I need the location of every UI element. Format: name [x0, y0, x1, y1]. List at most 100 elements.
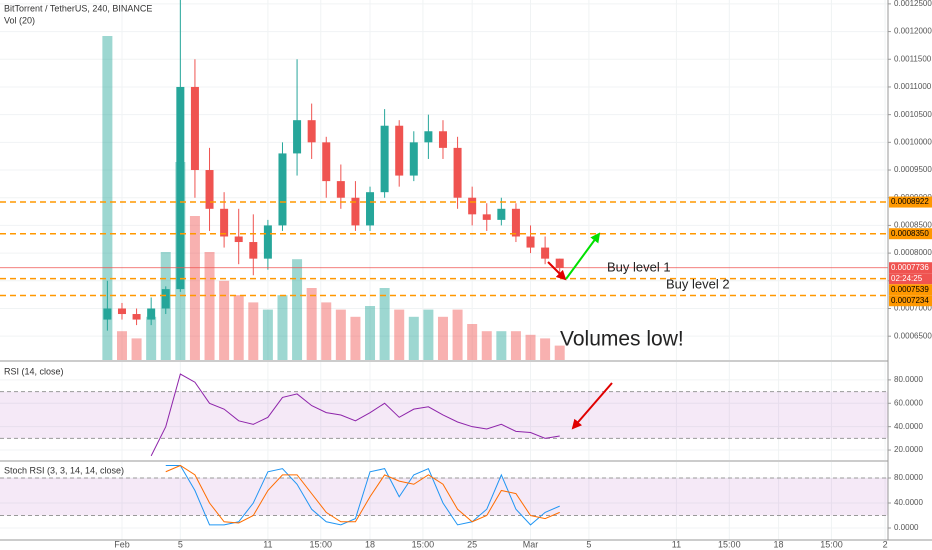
price-label: 0.0008922: [891, 197, 929, 206]
volume-bar: [437, 316, 448, 360]
candle-body: [263, 225, 272, 259]
y-tick-label: 0.0012500: [894, 0, 932, 8]
candle-body: [161, 289, 170, 309]
x-tick-label: 2: [883, 539, 888, 549]
volume-bar: [277, 295, 288, 360]
rsi-title: RSI (14, close): [4, 366, 64, 376]
x-tick-label: Feb: [114, 539, 130, 549]
y-tick-label: 80.0000: [894, 375, 923, 384]
candle-body: [526, 236, 535, 248]
candle-body: [249, 242, 258, 259]
y-tick-label: 0.0008000: [894, 248, 932, 257]
volume-bar: [146, 316, 157, 360]
price-label: 0.0008350: [891, 229, 929, 238]
arrow: [565, 232, 601, 280]
candle-body: [176, 86, 185, 290]
chart-title: BitTorrent / TetherUS, 240, BINANCE: [4, 3, 152, 13]
price-label: 02:24:25: [891, 274, 923, 283]
y-tick-label: 0.0012000: [894, 27, 932, 36]
candle-body: [497, 208, 506, 220]
volume-bar: [423, 309, 434, 360]
volume-bar: [219, 280, 230, 360]
candle-body: [409, 142, 418, 176]
y-tick-label: 0.0008500: [894, 221, 932, 230]
candle-body: [190, 86, 199, 171]
candle-body: [278, 153, 287, 226]
annotation: Buy level 1: [607, 259, 671, 274]
series-line: [150, 373, 560, 457]
volume-bar: [452, 309, 463, 360]
price-label-box: [889, 284, 932, 296]
y-tick-label: 0.0011000: [894, 82, 932, 91]
x-tick-label: 5: [178, 539, 183, 549]
volume-bar: [335, 309, 346, 360]
volume-bar: [262, 309, 273, 360]
x-tick-label: 15:00: [310, 539, 333, 549]
candle-body: [132, 314, 141, 320]
x-tick-label: 15:00: [820, 539, 843, 549]
price-label-box: [889, 273, 932, 285]
candle-body: [424, 131, 433, 143]
candle-body: [117, 308, 126, 315]
price-label-box: [889, 295, 932, 307]
x-tick-label: 15:00: [718, 539, 741, 549]
volume-title: Vol (20): [4, 15, 35, 25]
series-line: [165, 464, 560, 524]
volume-bar: [481, 331, 492, 360]
candle-body: [453, 147, 462, 198]
volume-bar: [233, 295, 244, 360]
stoch-title: Stoch RSI (3, 3, 14, 14, close): [4, 465, 124, 475]
volume-bar: [248, 302, 259, 360]
y-tick-label: 20.0000: [894, 445, 923, 454]
y-tick-label: 0.0007000: [894, 304, 932, 313]
annotation: Buy level 2: [666, 276, 730, 291]
x-tick-label: 11: [263, 539, 272, 549]
candle-body: [541, 247, 550, 259]
x-tick-label: 11: [672, 539, 681, 549]
volume-bar: [116, 331, 127, 360]
price-label: 0.0007736: [891, 263, 929, 272]
candle-body: [103, 308, 112, 320]
volume-bar: [131, 338, 142, 360]
candle-body: [395, 125, 404, 176]
y-tick-label: 0.0000: [894, 523, 919, 532]
x-tick-label: 18: [365, 539, 375, 549]
annotation: Volumes low!: [560, 328, 684, 351]
volume-bar: [321, 302, 332, 360]
candle-body: [482, 214, 491, 220]
volume-bar: [540, 338, 551, 360]
candle-body: [351, 197, 360, 226]
x-tick-label: 25: [467, 539, 477, 549]
y-tick-label: 0.0011500: [894, 54, 932, 63]
y-tick-label: 0.0006500: [894, 331, 932, 340]
candle-body: [220, 208, 229, 237]
y-tick-label: 40.0000: [894, 498, 923, 507]
candle-body: [147, 308, 156, 320]
candle-body: [468, 197, 477, 215]
price-label-box: [889, 196, 932, 208]
candle-body: [307, 120, 316, 143]
volume-bar: [467, 324, 478, 360]
candle-body: [322, 142, 331, 182]
y-tick-label: 40.0000: [894, 422, 923, 431]
x-tick-label: 15:00: [412, 539, 435, 549]
candle-body: [366, 192, 375, 226]
volume-bar: [306, 288, 317, 360]
candle-body: [293, 120, 302, 154]
volume-bar: [350, 316, 361, 360]
y-tick-label: 80.0000: [894, 473, 923, 482]
y-tick-label: 0.0010500: [894, 110, 932, 119]
volume-bar: [408, 316, 419, 360]
candle-body: [205, 170, 214, 209]
y-tick-label: 60.0000: [894, 398, 923, 407]
candle-body: [234, 236, 243, 243]
arrow: [571, 382, 613, 430]
volume-bar: [365, 306, 376, 360]
series-line: [165, 465, 560, 526]
volume-bar: [394, 309, 405, 360]
candle-body: [555, 258, 564, 268]
candle-body: [336, 181, 345, 198]
price-label-box: [889, 228, 932, 240]
volume-bar: [204, 252, 215, 360]
